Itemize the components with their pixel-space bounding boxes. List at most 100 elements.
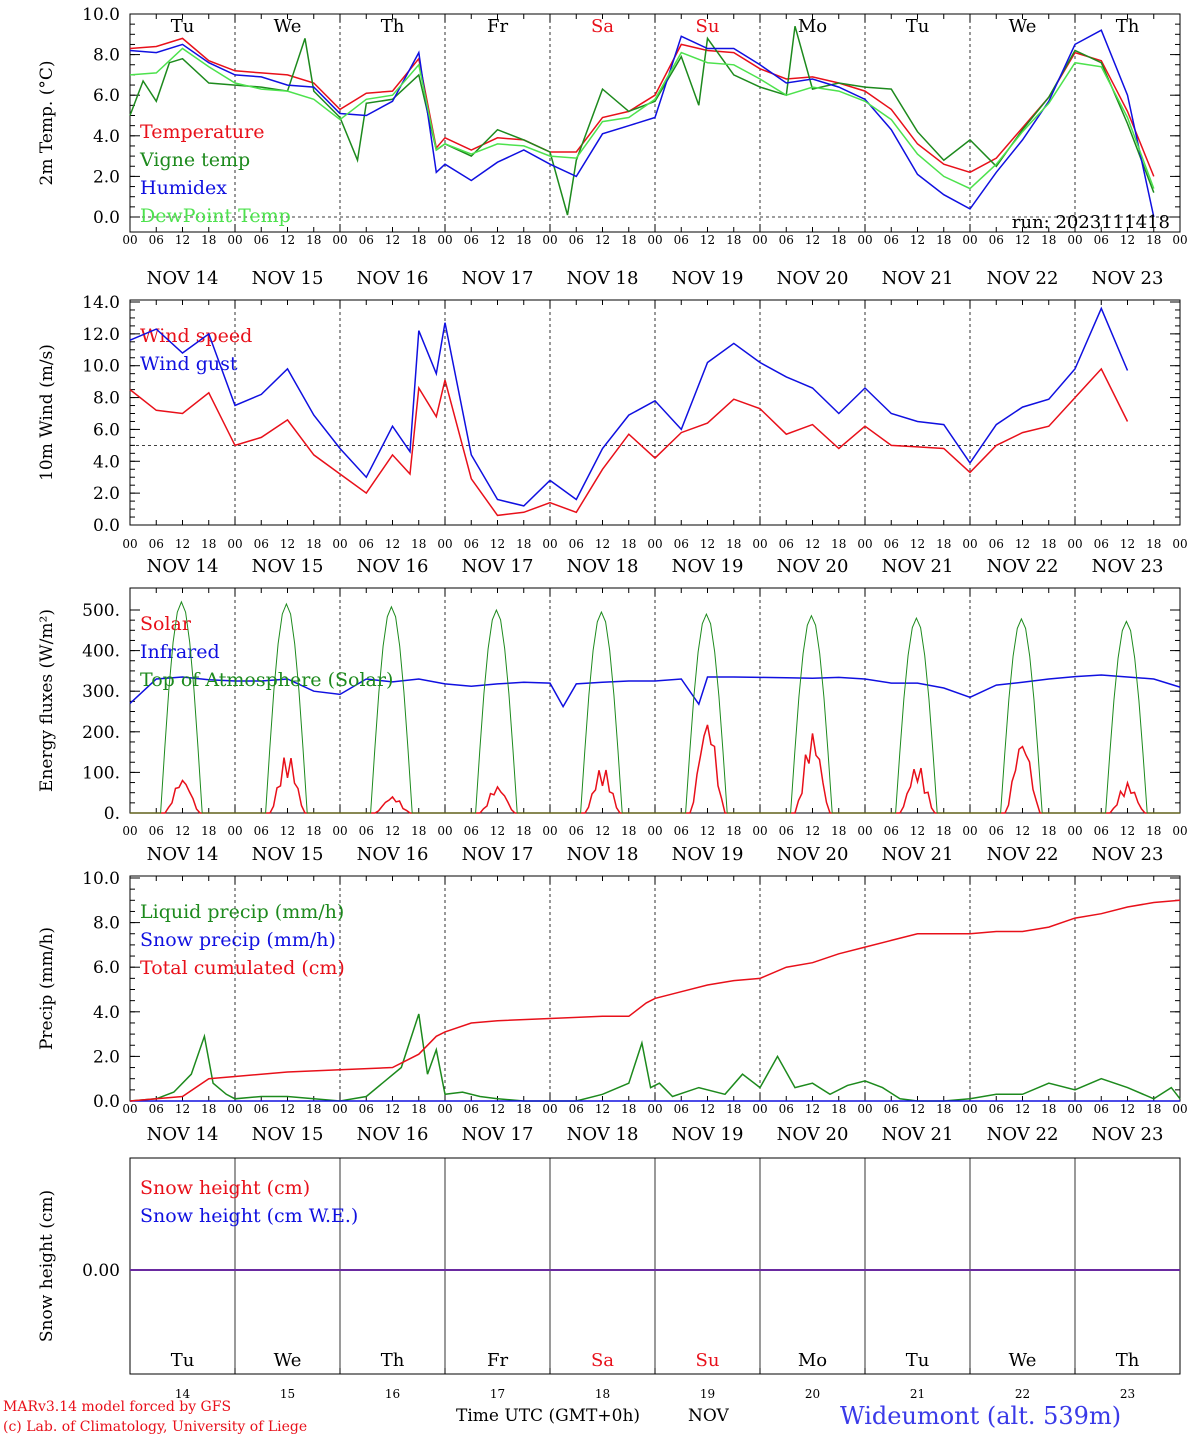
date-label: NOV 21 [882, 844, 954, 865]
hour-tick-label: 18 [306, 233, 321, 247]
hour-tick-label: 06 [1094, 824, 1109, 838]
legend-entry: Snow height (cm W.E.) [140, 1205, 358, 1227]
hour-tick-label: 06 [359, 824, 374, 838]
date-label: NOV 20 [777, 268, 849, 289]
hour-tick-label: 18 [936, 1102, 951, 1116]
hour-tick-label: 12 [1015, 824, 1030, 838]
date-label: NOV 19 [672, 556, 744, 577]
hour-tick-label: 00 [1067, 537, 1082, 551]
weekday-label: Tu [906, 1350, 930, 1371]
series-line-liquid-precip-mm-h- [129, 1013, 1181, 1102]
hour-tick-label: 06 [779, 824, 794, 838]
weekday-label: Th [381, 16, 405, 37]
date-label: NOV 18 [567, 1124, 639, 1145]
hour-tick-label: 00 [1172, 537, 1187, 551]
date-label: NOV 15 [252, 1124, 324, 1145]
footer-credit-2: (c) Lab. of Climatology, University of L… [3, 1419, 308, 1435]
y-tick-label: 400. [82, 642, 120, 662]
hour-tick-label: 00 [857, 537, 872, 551]
hour-tick-label: 18 [621, 233, 636, 247]
hour-tick-label: 12 [910, 1102, 925, 1116]
hour-tick-label: 06 [569, 537, 584, 551]
series-line-wind-speed [129, 367, 1129, 517]
date-label: NOV 22 [987, 268, 1059, 289]
weekday-label: Fr [487, 1350, 508, 1371]
hour-tick-label: 12 [1120, 233, 1135, 247]
hour-tick-label: 06 [989, 824, 1004, 838]
date-label: NOV 16 [357, 556, 429, 577]
y-tick-label: 10.0 [82, 869, 120, 889]
hour-tick-label: 18 [936, 824, 951, 838]
hour-tick-label: 00 [962, 824, 977, 838]
hour-tick-label: 00 [542, 537, 557, 551]
legend-entry: Total cumulated (cm) [140, 957, 345, 979]
hour-tick-label: 06 [464, 1102, 479, 1116]
date-label: NOV 19 [672, 1124, 744, 1145]
hour-tick-label: 00 [752, 1102, 767, 1116]
hour-tick-label: 06 [149, 1102, 164, 1116]
hour-tick-label: 06 [674, 824, 689, 838]
hour-tick-label: 12 [385, 233, 400, 247]
weekday-label: Su [696, 16, 720, 37]
hour-tick-label: 06 [254, 1102, 269, 1116]
hour-tick-label: 12 [175, 1102, 190, 1116]
y-tick-label: 0.0 [93, 1092, 120, 1112]
date-label: NOV 15 [252, 556, 324, 577]
date-label: NOV 20 [777, 556, 849, 577]
hour-tick-label: 18 [516, 1102, 531, 1116]
hour-tick-label: 12 [385, 1102, 400, 1116]
hour-tick-label: 12 [805, 824, 820, 838]
series-line-total-cumulated-cm- [129, 899, 1181, 1102]
date-label: NOV 16 [357, 268, 429, 289]
hour-tick-label: 12 [490, 1102, 505, 1116]
legend-entry: Infrared [140, 641, 220, 663]
weekday-label: Th [1116, 16, 1140, 37]
hour-tick-label: 12 [700, 1102, 715, 1116]
hour-tick-label: 18 [936, 233, 951, 247]
hour-tick-label: 00 [647, 824, 662, 838]
date-label: NOV 16 [357, 844, 429, 865]
hour-tick-label: 00 [332, 233, 347, 247]
hour-tick-label: 12 [385, 537, 400, 551]
date-label: NOV 18 [567, 844, 639, 865]
hour-tick-label: 18 [1146, 233, 1161, 247]
hour-tick-label: 00 [542, 233, 557, 247]
y-tick-label: 6.0 [93, 420, 120, 440]
y-tick-label: 500. [82, 601, 120, 621]
hour-tick-label: 12 [490, 537, 505, 551]
hour-tick-label: 18 [831, 1102, 846, 1116]
hour-tick-label: 18 [1146, 1102, 1161, 1116]
y-tick-label: 6.0 [93, 86, 120, 106]
hour-tick-label: 18 [1146, 537, 1161, 551]
y-tick-label: 4.0 [93, 452, 120, 472]
day-number-label: 20 [805, 1387, 820, 1401]
y-tick-label: 10.0 [82, 5, 120, 25]
hour-tick-label: 18 [621, 537, 636, 551]
hour-tick-label: 06 [149, 537, 164, 551]
hour-tick-label: 12 [595, 824, 610, 838]
hour-tick-label: 06 [1094, 1102, 1109, 1116]
hour-tick-label: 06 [464, 537, 479, 551]
day-number-label: 19 [700, 1387, 715, 1401]
hour-tick-label: 00 [752, 233, 767, 247]
weekday-label: Sa [591, 16, 614, 37]
panel-2-frame [129, 299, 1181, 526]
hour-tick-label: 06 [149, 824, 164, 838]
weekday-label: Fr [487, 16, 508, 37]
hour-tick-label: 12 [910, 824, 925, 838]
date-label: NOV 19 [672, 844, 744, 865]
hour-tick-label: 06 [569, 824, 584, 838]
weekday-label: Tu [906, 16, 930, 37]
y-tick-label: 12.0 [82, 325, 120, 345]
date-label: NOV 17 [462, 268, 534, 289]
hour-tick-label: 00 [122, 537, 137, 551]
legend-entry: Humidex [140, 177, 227, 199]
hour-tick-label: 18 [411, 233, 426, 247]
date-label: NOV 21 [882, 268, 954, 289]
hour-tick-label: 18 [201, 824, 216, 838]
hour-tick-label: 06 [254, 824, 269, 838]
day-number-label: 14 [175, 1387, 191, 1401]
weekday-label: We [274, 1350, 302, 1371]
hour-tick-label: 18 [726, 233, 741, 247]
